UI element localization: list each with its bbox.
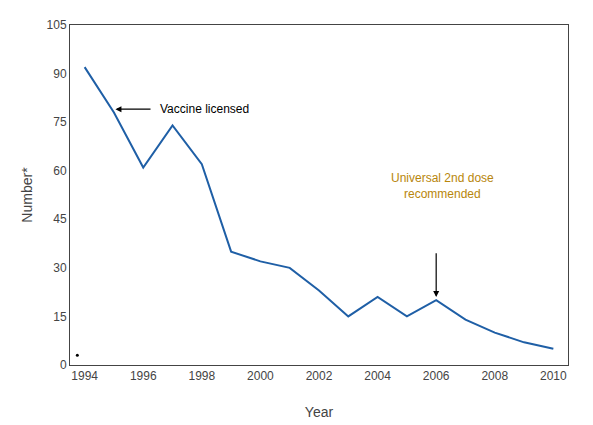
svg-text:Year: Year — [305, 404, 334, 420]
svg-text:2010: 2010 — [540, 369, 567, 383]
svg-text:Number*: Number* — [19, 167, 35, 223]
svg-text:2004: 2004 — [364, 369, 391, 383]
svg-text:Universal 2nd doserecommended: Universal 2nd doserecommended — [391, 171, 494, 201]
svg-text:2002: 2002 — [306, 369, 333, 383]
svg-text:30: 30 — [53, 261, 67, 275]
svg-text:105: 105 — [47, 18, 67, 32]
svg-text:60: 60 — [53, 164, 67, 178]
svg-text:2000: 2000 — [247, 369, 274, 383]
svg-text:2008: 2008 — [481, 369, 508, 383]
svg-text:Vaccine licensed: Vaccine licensed — [160, 102, 249, 116]
svg-text:45: 45 — [53, 212, 67, 226]
svg-text:75: 75 — [53, 115, 67, 129]
svg-text:1994: 1994 — [71, 369, 98, 383]
svg-text:90: 90 — [53, 67, 67, 81]
svg-text:2006: 2006 — [423, 369, 450, 383]
svg-text:1996: 1996 — [130, 369, 157, 383]
svg-text:0: 0 — [60, 358, 67, 372]
svg-text:1998: 1998 — [188, 369, 215, 383]
svg-text:15: 15 — [53, 310, 67, 324]
